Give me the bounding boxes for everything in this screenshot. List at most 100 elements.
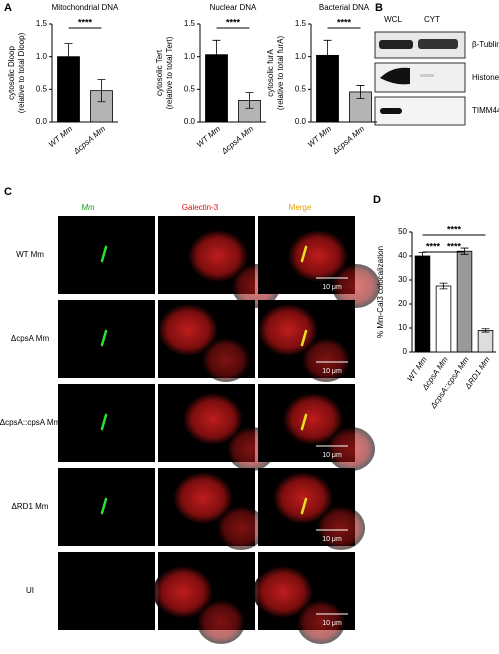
error-bar <box>212 39 221 70</box>
bar <box>435 285 452 353</box>
significance-label: **** <box>337 17 352 27</box>
row-label: ΔcpsA Mm <box>11 334 50 343</box>
cell <box>273 472 333 524</box>
y-tick-label: 20 <box>398 299 407 308</box>
y-tick-label: 0.0 <box>36 117 48 126</box>
error-bar <box>460 247 469 255</box>
significance-label: **** <box>78 17 93 27</box>
image <box>58 216 155 294</box>
y-tick-label: 50 <box>398 227 407 236</box>
cell <box>332 264 380 308</box>
cell <box>317 506 365 550</box>
cell <box>153 566 213 618</box>
y-tick-label: 10 <box>398 323 407 332</box>
image <box>58 552 155 630</box>
x-tick-label: ΔcpsA Mm <box>219 124 255 156</box>
image <box>58 468 155 546</box>
y-axis-label: (relative to total furA) <box>276 36 285 111</box>
bacterium <box>100 497 108 515</box>
scale-label: 10 μm <box>322 620 342 627</box>
x-tick-label: WT Mm <box>195 124 222 149</box>
y-tick-label: 1.5 <box>184 19 196 28</box>
scale-label: 10 μm <box>322 452 342 459</box>
bacterium <box>100 245 108 263</box>
cell <box>327 427 375 471</box>
y-tick-label: 0.5 <box>184 84 196 93</box>
bacterium <box>300 497 308 515</box>
blot-row: TIMM44 <box>472 106 499 115</box>
chart-title: Mitochondrial DNA <box>52 3 119 12</box>
y-tick-label: 0.5 <box>295 84 307 93</box>
cell <box>158 304 218 356</box>
cell <box>183 393 243 445</box>
error-bar <box>64 43 73 71</box>
column-header: Merge <box>289 203 312 212</box>
error-bar <box>439 282 448 290</box>
bar <box>477 329 494 353</box>
blot-row: Histone-H3 <box>472 73 499 82</box>
panel-letter: B <box>375 2 383 14</box>
y-tick-label: 0.0 <box>295 117 307 126</box>
error-bar <box>356 85 365 99</box>
significance-label: **** <box>426 241 441 251</box>
cell <box>302 338 350 382</box>
cell <box>288 230 348 282</box>
scale-label: 10 μm <box>322 368 342 375</box>
cell <box>173 472 233 524</box>
western-blot: WCL CYT β-Tublin Histone-H3 TIMM44 <box>374 15 499 126</box>
bar <box>414 255 431 353</box>
image <box>58 384 155 462</box>
image <box>58 300 155 378</box>
y-axis-label: cytosolic furA <box>266 49 275 97</box>
column-header: Mm <box>81 203 95 212</box>
cell <box>297 600 345 644</box>
y-tick-label: 1.0 <box>36 52 48 61</box>
scale-label: 10 μm <box>322 536 342 543</box>
error-bar <box>245 92 254 109</box>
cell <box>188 230 248 282</box>
significance-label: **** <box>447 241 462 251</box>
y-tick-label: 30 <box>398 275 407 284</box>
y-axis-label: % Mm-Cal3 colocalization <box>376 246 385 338</box>
y-tick-label: 1.5 <box>36 19 48 28</box>
error-bar <box>481 328 490 333</box>
blot-column: CYT <box>424 15 440 24</box>
blot-column: WCL <box>384 15 402 24</box>
row-label: UI <box>26 586 34 595</box>
x-tick-label: WT Mm <box>306 124 333 149</box>
y-axis-label: (relative to total Tert) <box>165 36 174 109</box>
significance-label: **** <box>226 17 241 27</box>
y-tick-label: 0.5 <box>36 84 48 93</box>
x-tick-label: ΔcpsA Mm <box>71 124 107 156</box>
y-axis-label: cytosolic Tert <box>155 49 164 96</box>
column-header: Galectin-3 <box>182 203 219 212</box>
cell <box>253 566 313 618</box>
bacterium <box>300 329 308 347</box>
bacterium <box>300 413 308 431</box>
x-tick-label: ΔcpsA Mm <box>330 124 366 156</box>
y-axis-label: (relative to total Dloop) <box>17 32 26 113</box>
microscopy-grid: Mm Galectin-3 Merge WT Mm 10 μm ΔcpsA Mm 10… <box>0 203 380 644</box>
y-tick-label: 0.0 <box>184 117 196 126</box>
significance-label: **** <box>447 224 462 234</box>
error-bar <box>323 39 332 71</box>
cell <box>283 393 343 445</box>
y-tick-label: 40 <box>398 251 407 260</box>
cell <box>217 506 265 550</box>
panel-letter: D <box>373 194 381 206</box>
y-tick-label: 1.0 <box>184 52 196 61</box>
bar <box>456 250 473 353</box>
cell <box>202 338 250 382</box>
chart-title: Bacterial DNA <box>319 3 370 12</box>
y-tick-label: 1.0 <box>295 52 307 61</box>
y-tick-label: 0 <box>403 347 408 356</box>
bacterium <box>100 413 108 431</box>
y-axis-label: cytosolic Dloop <box>7 46 16 100</box>
row-label: ΔRD1 Mm <box>12 502 49 511</box>
blot-row: β-Tublin <box>472 40 499 49</box>
bacterium <box>300 245 308 263</box>
cell <box>197 600 245 644</box>
chart-title: Nuclear DNA <box>210 3 257 12</box>
row-label: WT Mm <box>16 250 44 259</box>
